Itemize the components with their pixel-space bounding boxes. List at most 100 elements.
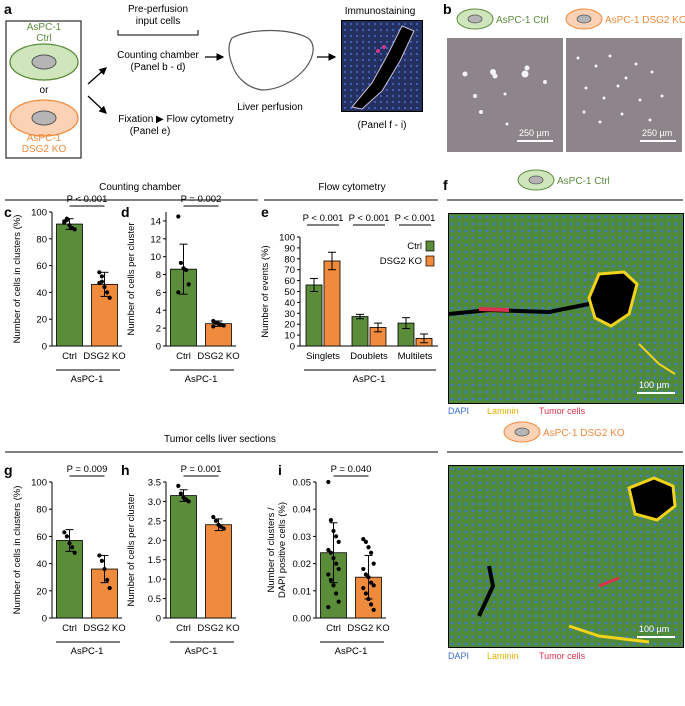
scale-label: 100 µm [639,624,669,634]
y-tick-label: 90 [284,243,295,254]
data-point [334,561,339,566]
data-point [97,280,102,286]
immuno-panel-label: (Panel f - i) [358,120,407,131]
x-tick-label: Ctrl [62,351,77,362]
panel-letter-f: f [443,177,448,193]
tissue-ko: 100 µm [448,465,684,648]
scale-label: 100 µm [639,380,669,390]
y-tick-label: 4 [156,306,161,317]
data-point [62,220,67,225]
data-point [328,550,333,555]
section-liver: Tumor cells liver sections [164,434,276,445]
bar [323,260,341,347]
data-point [331,528,336,534]
bar [56,540,83,619]
data-point [72,227,77,232]
y-tick-label: 3.5 [148,478,161,489]
fixation-label-2: (Panel e) [130,126,171,137]
section-headers: Counting chamber Flow cytometry Tumor ce… [5,182,438,453]
x-tick-label: Ctrl [176,623,191,634]
data-point [102,566,107,572]
scale-label: 250 µm [519,128,549,138]
legend-label: DSG2 KO [380,256,422,267]
p-value: P = 0.002 [181,194,222,205]
data-point [363,572,368,577]
nucleus-icon [31,54,57,70]
arrow-down-icon [87,95,107,114]
y-tick-label: 8 [156,270,161,281]
data-point [107,295,112,300]
or-label: or [40,85,50,96]
ctrl-cell-label-1: AsPC-1 [27,22,62,33]
data-point [336,566,341,572]
p-value: P = 0.009 [67,464,108,475]
data-point [178,491,183,496]
panel-letter-i: i [278,462,282,478]
chart-h: h 0 0.5 1.0 1.5 2.0 2.5 3.0 3.5 Number of cells p… [121,462,240,657]
y-tick-label: 1.0 [148,575,161,586]
x-tick-label: Doublets [350,351,388,362]
bar [351,316,369,347]
data-point [369,602,374,607]
data-point [371,607,376,612]
y-tick-label: 0 [156,342,161,353]
y-tick-label: 10 [284,331,295,342]
y-tick-label: 20 [36,315,47,326]
y-axis-label: Number of cells per cluster [126,223,137,336]
x-tick-label: DSG2 KO [197,351,239,362]
nucleus-icon [467,14,483,24]
arrow-up-icon [87,67,107,85]
data-point [70,545,75,550]
p-value: P < 0.001 [303,213,344,224]
liver-icon [228,29,314,91]
legend-tumor: Tumor cells [539,406,586,416]
bar [305,284,323,347]
y-tick-label: 6 [156,288,161,299]
ko-cell-label-1: AsPC-1 [27,133,62,144]
data-point [221,526,226,531]
y-tick-label: 60 [36,261,47,272]
y-tick-label: 80 [36,234,47,245]
y-tick-label: 40 [284,298,295,309]
y-tick-label: 12 [150,234,161,245]
x-tick-label: DSG2 KO [347,623,389,634]
y-tick-label: 0.03 [293,532,312,543]
panel-b: b AsPC-1 Ctrl AsPC-1 DSG2 KO [443,1,685,30]
y-tick-label: 60 [284,276,295,287]
group-label: AsPC-1 [185,374,218,385]
y-tick-label: 70 [284,265,295,276]
nucleus-icon [514,427,530,437]
chart-g: g 0 20 40 60 80 100 Number of cells in clusters… [4,462,126,657]
ko-cell-label-2: DSG2 KO [22,144,67,155]
y-axis-label-line: Number of cells in clusters (%) [12,486,23,615]
data-point [67,223,72,228]
panel-f: f AsPC-1 Ctrl DAPI Laminin Tumor cells A… [443,169,683,661]
y-tick-label: 20 [284,320,295,331]
data-point [361,537,366,542]
panel-letter-e: e [261,204,269,220]
data-point [211,324,216,329]
panel-letter-a: a [4,1,12,17]
data-point [328,577,333,583]
panel-letter-d: d [121,204,130,220]
data-point [176,290,181,295]
data-point [176,214,181,219]
nucleus-icon [576,14,592,24]
y-tick-label: 0.00 [293,614,312,625]
y-axis-label: Number of cells in clusters (%) [12,486,23,615]
panel-letter-h: h [121,462,130,478]
y-tick-label: 100 [31,478,47,489]
bar [56,223,83,347]
y-tick-label: 20 [36,586,47,597]
bar [170,495,197,619]
data-point [97,270,102,275]
counting-label-2: (Panel b - d) [130,62,185,73]
data-point [99,274,104,279]
legend-laminin: Laminin [487,651,519,661]
panel-letter-g: g [4,462,13,478]
group-label: AsPC-1 [353,374,386,385]
y-axis-label-line: Number of cells per cluster [126,223,137,336]
fixation-label-1: Fixation ▶ Flow cytometry [118,114,234,125]
x-tick-label: Ctrl [176,351,191,362]
